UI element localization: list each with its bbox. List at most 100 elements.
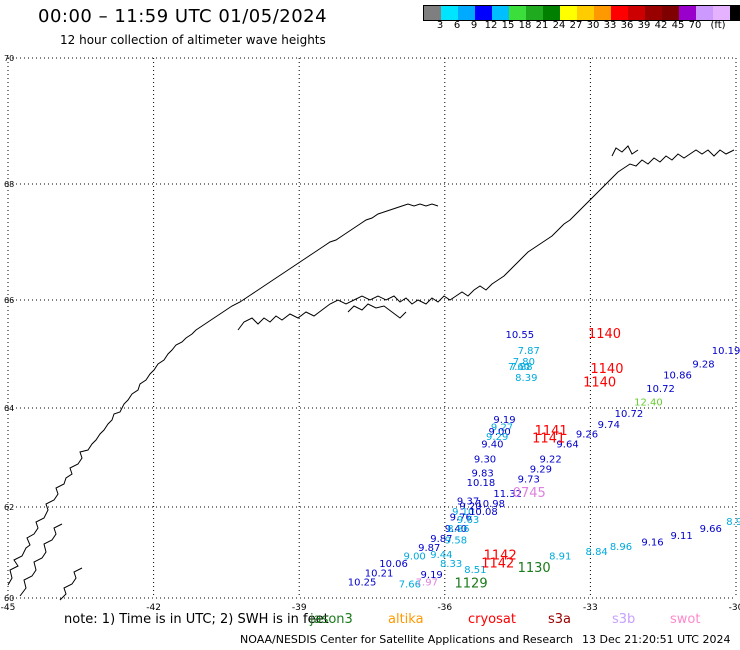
longitude-label: -33 [583,603,598,613]
legend-label: 33 [603,20,617,31]
legend-swatch [679,6,696,20]
wave-height-label: 9.76 [450,513,472,524]
legend-swatch [492,6,509,20]
wave-height-label: 8.96 [610,542,632,553]
wave-height-label: 9.44 [430,550,452,561]
wave-height-label: 9.40 [445,524,467,535]
wave-height-label: 9.26 [576,430,598,441]
legend-swatch [730,6,740,20]
wave-height-label: 1142 [481,557,514,572]
longitude-label: -45 [1,603,16,613]
map-grid [7,57,737,599]
wave-height-label: 7.88 [510,362,532,373]
wave-height-label: 8.98 [726,517,740,528]
longitude-label: -42 [146,603,161,613]
wave-height-label: 9.66 [700,524,722,535]
wave-height-label: 8.86 [447,524,469,535]
wave-height-label: 10.72 [615,409,644,420]
wave-height-label: 12.40 [634,397,663,408]
legend-swatch [424,6,441,20]
wave-height-label: 9.19 [493,415,515,426]
wave-height-label: 8.39 [515,373,537,384]
legend-swatch [696,6,713,20]
legend-label: 18 [518,20,532,31]
wave-height-label: 11.32 [493,489,522,500]
wave-height-label: 9.27 [491,422,513,433]
wave-height-label: 9.83 [471,468,493,479]
wave-height-label: 1140 [590,362,623,377]
legend-swatch [560,6,577,20]
legend-label: (ft) [710,20,726,31]
wave-height-label: 9.87 [418,543,440,554]
legend-label: 30 [586,20,600,31]
wave-height-label: 7.80 [513,357,535,368]
axis-labels: -45 -42 -39 -36 -33 -30 70 68 66 64 62 60 [1,54,740,613]
legend-label: 36 [620,20,634,31]
footer-organization: NOAA/NESDIS Center for Satellite Applica… [240,633,574,646]
longitude-label: -30 [729,603,740,613]
latitude-label: 60 [4,594,14,603]
wave-height-label: 8.84 [586,547,608,558]
legend-label: 27 [569,20,583,31]
wave-height-label: 9.64 [556,440,578,451]
legend-label: 45 [671,20,685,31]
satellite-legend-s3a: s3a [548,612,572,627]
wave-height-label: 9.28 [692,360,714,371]
satellite-legend-cryosat: cryosat [468,612,516,627]
legend-swatch [645,6,662,20]
latitude-label: 64 [4,404,14,413]
legend-swatch [611,6,628,20]
color-legend-labels: 3 6 9 12 15 18 21 24 27 30 33 36 39 42 45 70 (ft) [423,20,740,34]
legend-swatch [526,6,543,20]
wave-height-label: 12 [738,308,740,319]
wave-height-label: 7.60 [508,362,530,373]
satellite-legend-swot: swot [670,612,701,627]
legend-swatch [509,6,526,20]
legend-label: 9 [470,20,478,31]
legend-label: 21 [535,20,549,31]
wave-height-label: 8.51 [464,565,486,576]
legend-label: 6 [453,20,461,31]
satellite-legend-jason3: jason3 [310,612,353,627]
wave-height-label: 10.06 [379,559,408,570]
legend-swatch [713,6,730,20]
wave-height-label: 7.66 [399,580,421,591]
wave-height-label: 10.25 [348,578,377,589]
wave-height-label: 10.21 [365,569,394,580]
wave-height-label: 1142 [484,548,517,563]
satellite-legend-altika: altika [388,612,424,627]
wave-height-label: 8.33 [440,559,462,570]
wave-height-label: 1130 [518,561,551,576]
wave-height-label: 1129 [455,577,488,592]
satellite-legend-s3b: s3b [612,612,636,627]
wave-height-label: 9.29 [486,432,508,443]
legend-swatch [662,6,679,20]
wave-height-label: 9.74 [598,420,620,431]
wave-height-label: 10.98 [476,499,505,510]
wave-height-label: 9.29 [530,464,552,475]
latitude-label: 62 [4,503,14,512]
legend-label: 12 [484,20,498,31]
wave-height-label: 0745 [513,486,546,501]
wave-height-label: 9.30 [474,454,496,465]
wave-height-label: 8.91 [549,551,571,562]
wave-height-label: 7.97 [416,578,438,589]
wave-height-label: 1141 [532,432,565,447]
wave-height-label: 10.19 [712,346,740,357]
page-title: 00:00 – 11:59 UTC 01/05/2024 [38,6,328,27]
color-legend-bar [423,5,740,21]
wave-height-label: 10.08 [469,507,498,518]
legend-label: 42 [654,20,668,31]
wave-height-label: 10.55 [505,330,534,341]
page-subtitle: 12 hour collection of altimeter wave hei… [60,33,326,47]
wave-height-label: 9.11 [670,531,692,542]
wave-height-label: 9.58 [445,535,467,546]
wave-height-label: 10.72 [646,384,675,395]
legend-swatch [543,6,560,20]
wave-height-label: 9.22 [539,454,561,465]
wave-height-label: 9.63 [457,515,479,526]
latitude-label: 70 [4,54,14,63]
longitude-label: -39 [292,603,307,613]
legend-swatch [594,6,611,20]
